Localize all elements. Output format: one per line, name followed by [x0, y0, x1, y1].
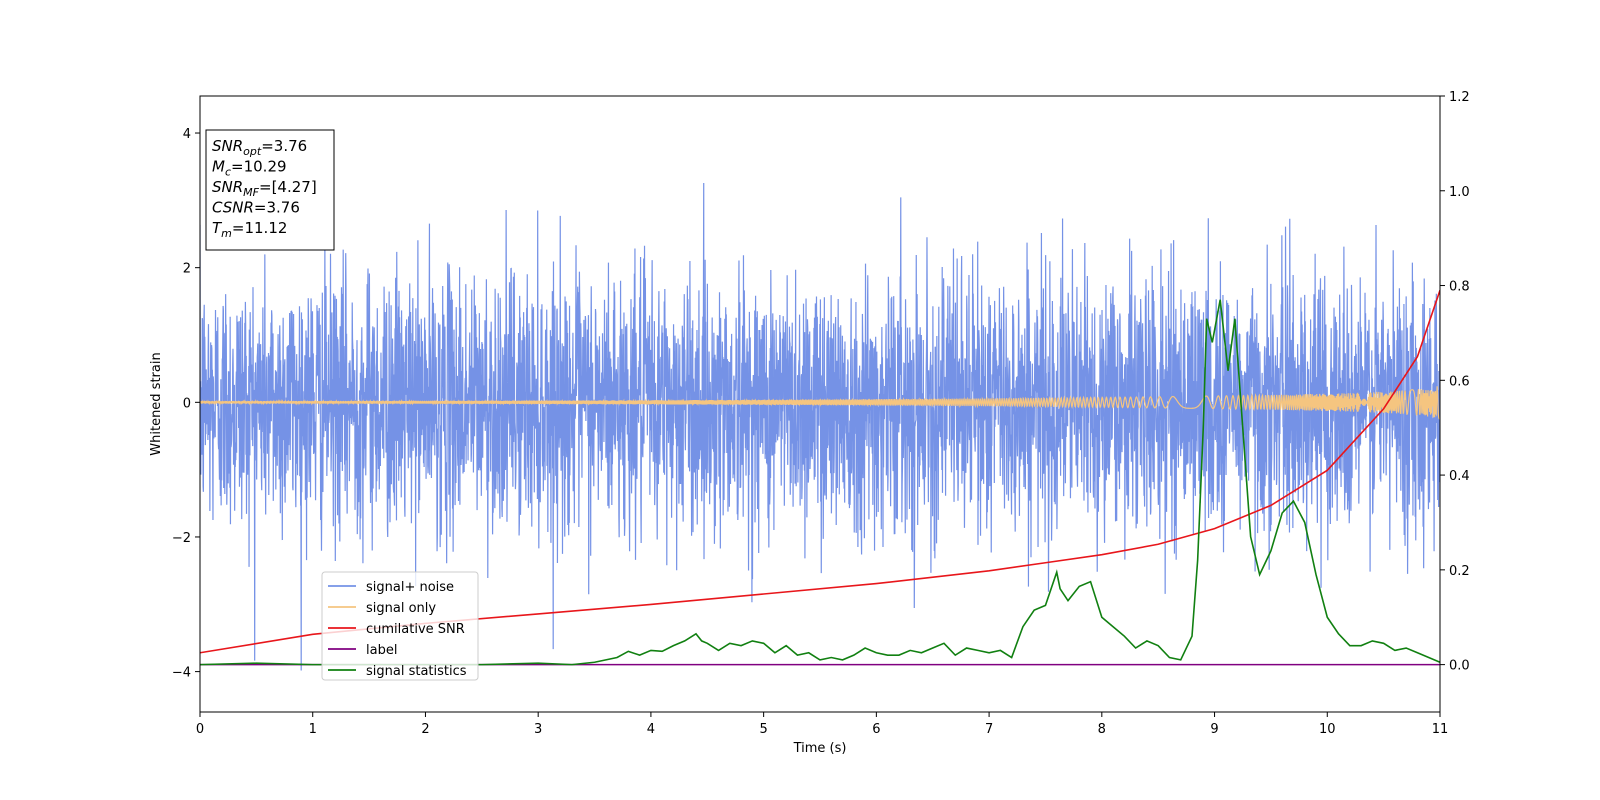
annotation-subscript: c [225, 166, 231, 179]
x-tick-label: 4 [647, 722, 655, 737]
legend-frame [321, 571, 479, 681]
annotation-value: =[4.27] [259, 178, 317, 196]
y-right-tick-label: 1.0 [1449, 185, 1470, 200]
x-tick-label: 8 [1098, 722, 1106, 737]
y-right-axis-ticks: 0.0 0.2 0.4 0.6 0.8 1.0 1.2 [1440, 90, 1470, 674]
x-axis-ticks: 0 1 2 3 4 5 6 7 8 9 10 11 [196, 712, 1448, 737]
series-signal-noise [200, 182, 1440, 671]
annotation-subscript: m [221, 227, 232, 240]
annotation-symbol: CSNR [212, 199, 254, 217]
x-axis-label: Time (s) [793, 741, 847, 756]
legend-label: signal statistics [366, 664, 467, 679]
x-tick-label: 0 [196, 722, 204, 737]
annotation-subscript: opt [243, 145, 262, 158]
y-right-tick-label: 0.0 [1449, 659, 1470, 674]
legend-label: cumilative SNR [366, 622, 465, 637]
annotation-value: =11.12 [232, 219, 288, 237]
x-tick-label: 10 [1319, 722, 1336, 737]
y-left-tick-label: −2 [172, 531, 191, 546]
annotation-value: =10.29 [231, 158, 287, 176]
annotation-line: Mc=10.29 [212, 158, 287, 179]
annotation-line: SNRopt=3.76 [212, 137, 307, 158]
annotation-subscript: MF [243, 186, 259, 199]
x-tick-label: 7 [985, 722, 993, 737]
y-left-tick-label: −4 [172, 666, 191, 681]
series-signal-only [200, 386, 1440, 420]
y-right-tick-label: 0.4 [1449, 469, 1470, 484]
plot-frame [199, 95, 1441, 713]
y-right-tick-label: 0.2 [1449, 564, 1470, 579]
series-signal-statistics [200, 299, 1440, 666]
annotation-symbol: T [212, 219, 223, 237]
x-tick-label: 1 [309, 722, 317, 737]
x-tick-label: 9 [1210, 722, 1218, 737]
y-right-tick-label: 0.6 [1449, 374, 1470, 389]
annotation-symbol: SNR [212, 178, 243, 196]
x-tick-label: 11 [1432, 722, 1449, 737]
y-left-tick-label: 0 [183, 396, 191, 411]
x-tick-label: 2 [421, 722, 429, 737]
metrics-annotation-box: SNRopt=3.76Mc=10.29SNRMF=[4.27]CSNR=3.76… [205, 129, 335, 251]
y-left-tick-label: 4 [183, 127, 191, 142]
legend-label: label [366, 643, 397, 658]
y-left-axis-ticks: −4 −2 0 2 4 [172, 127, 200, 681]
y-right-tick-label: 1.2 [1449, 90, 1470, 105]
annotation-symbol: SNR [212, 137, 243, 155]
legend-label: signal only [366, 601, 436, 616]
legend: signal+ noise signal only cumilative SNR la… [321, 571, 479, 681]
annotation-line: CSNR=3.76 [212, 199, 300, 217]
annotation-frame [205, 129, 335, 251]
annotation-value: =3.76 [261, 137, 307, 155]
y-axis-label: Whitened strain [149, 352, 164, 455]
y-left-tick-label: 2 [183, 262, 191, 277]
legend-label: signal+ noise [366, 580, 454, 595]
y-right-tick-label: 0.8 [1449, 280, 1470, 295]
x-tick-label: 5 [759, 722, 767, 737]
x-tick-label: 3 [534, 722, 542, 737]
annotation-symbol: M [212, 158, 225, 176]
annotation-line: SNRMF=[4.27] [212, 178, 317, 199]
series-cumilative-snr [200, 290, 1440, 654]
annotation-value: =3.76 [254, 199, 300, 217]
annotation-line: Tm=11.12 [212, 219, 287, 240]
x-tick-label: 6 [872, 722, 880, 737]
